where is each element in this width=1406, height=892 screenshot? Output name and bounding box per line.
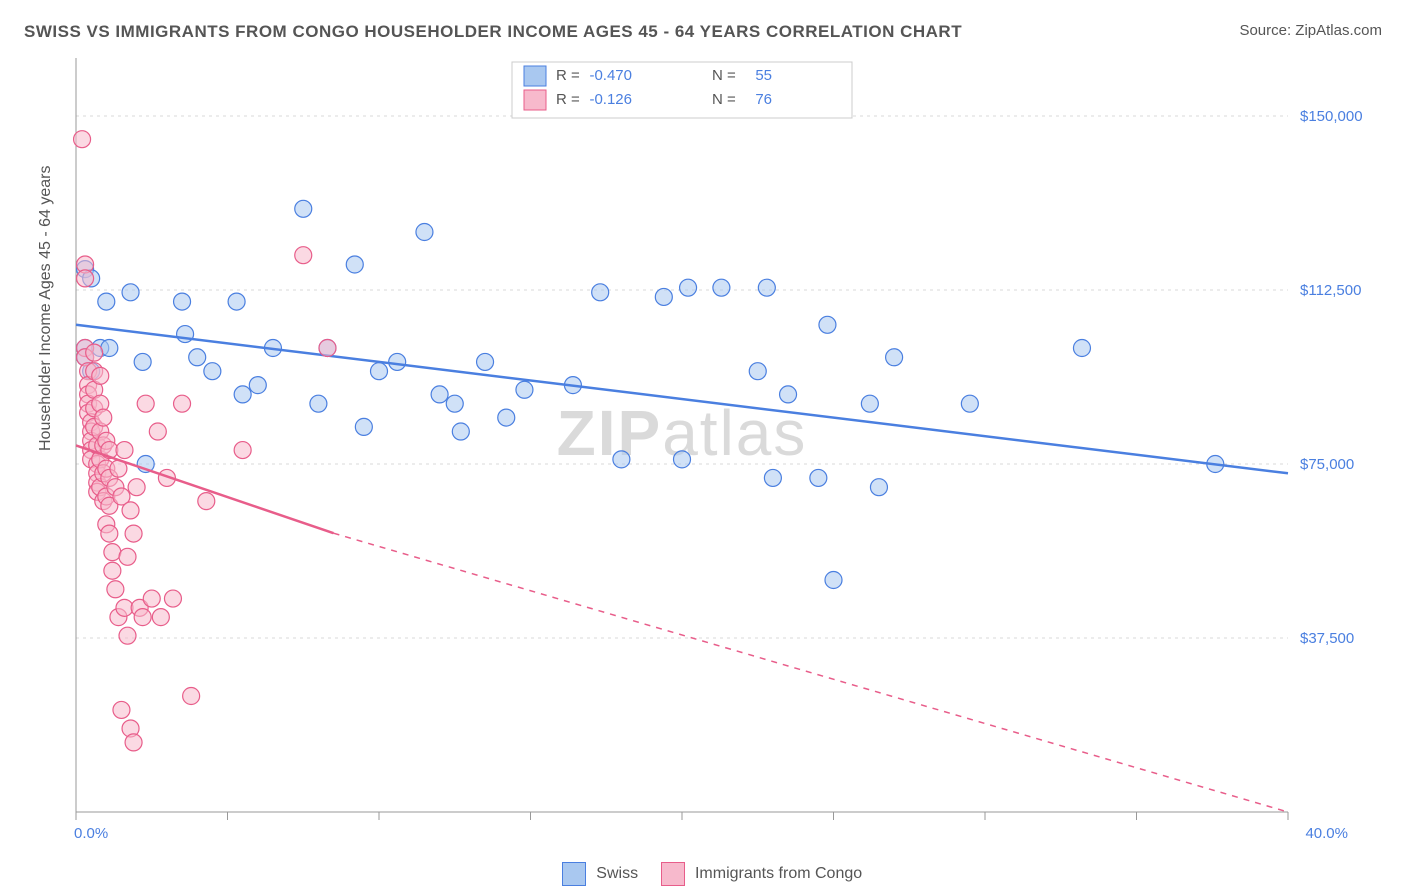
- trend-line-dashed-congo: [334, 533, 1288, 812]
- data-point-swiss: [516, 381, 533, 398]
- data-point-swiss: [234, 386, 251, 403]
- legend-swatch-swiss: [562, 862, 586, 886]
- data-point-congo: [122, 502, 139, 519]
- data-point-congo: [125, 734, 142, 751]
- source-label: Source: ZipAtlas.com: [1239, 22, 1382, 39]
- data-point-swiss: [655, 288, 672, 305]
- data-point-swiss: [446, 395, 463, 412]
- data-point-swiss: [780, 386, 797, 403]
- data-point-swiss: [713, 279, 730, 296]
- data-point-congo: [113, 701, 130, 718]
- data-point-swiss: [416, 224, 433, 241]
- legend-swatch-congo: [661, 862, 685, 886]
- data-point-congo: [152, 609, 169, 626]
- data-point-swiss: [680, 279, 697, 296]
- data-point-congo: [104, 544, 121, 561]
- data-point-congo: [107, 581, 124, 598]
- data-point-swiss: [174, 293, 191, 310]
- data-point-swiss: [101, 340, 118, 357]
- data-point-swiss: [134, 353, 151, 370]
- data-point-congo: [101, 525, 118, 542]
- y-tick-label: $75,000: [1300, 456, 1354, 473]
- legend-r-value-swiss: -0.470: [589, 67, 632, 84]
- y-tick-label: $150,000: [1300, 108, 1363, 125]
- data-point-congo: [128, 479, 145, 496]
- legend-label-swiss: Swiss: [596, 865, 638, 882]
- data-point-swiss: [810, 469, 827, 486]
- data-point-congo: [134, 609, 151, 626]
- chart-title: SWISS VS IMMIGRANTS FROM CONGO HOUSEHOLD…: [24, 22, 962, 42]
- scatter-chart: $37,500$75,000$112,500$150,0000.0%40.0%Z…: [48, 52, 1382, 850]
- data-point-swiss: [819, 316, 836, 333]
- data-point-swiss: [189, 349, 206, 366]
- data-point-swiss: [452, 423, 469, 440]
- data-point-congo: [116, 599, 133, 616]
- legend-n-value-congo: 76: [755, 91, 772, 108]
- x-max-label: 40.0%: [1305, 825, 1348, 842]
- legend-r-label: R =: [556, 91, 580, 108]
- data-point-swiss: [749, 363, 766, 380]
- data-point-swiss: [1073, 340, 1090, 357]
- legend-swatch-swiss: [524, 66, 546, 86]
- data-point-swiss: [477, 353, 494, 370]
- data-point-swiss: [98, 293, 115, 310]
- data-point-congo: [125, 525, 142, 542]
- data-point-congo: [149, 423, 166, 440]
- data-point-congo: [183, 688, 200, 705]
- data-point-swiss: [431, 386, 448, 403]
- data-point-congo: [234, 442, 251, 459]
- data-point-congo: [116, 442, 133, 459]
- data-point-swiss: [228, 293, 245, 310]
- data-point-congo: [104, 562, 121, 579]
- data-point-swiss: [764, 469, 781, 486]
- data-point-swiss: [961, 395, 978, 412]
- data-point-swiss: [371, 363, 388, 380]
- legend-n-label: N =: [712, 67, 736, 84]
- data-point-swiss: [204, 363, 221, 380]
- data-point-swiss: [861, 395, 878, 412]
- data-point-swiss: [758, 279, 775, 296]
- data-point-congo: [143, 590, 160, 607]
- y-tick-label: $112,500: [1300, 282, 1361, 299]
- data-point-congo: [86, 344, 103, 361]
- y-tick-label: $37,500: [1300, 630, 1354, 647]
- data-point-swiss: [346, 256, 363, 273]
- data-point-congo: [95, 409, 112, 426]
- legend-n-label: N =: [712, 91, 736, 108]
- legend-r-label: R =: [556, 67, 580, 84]
- data-point-swiss: [498, 409, 515, 426]
- data-point-congo: [77, 270, 94, 287]
- data-point-swiss: [122, 284, 139, 301]
- legend-bottom: Swiss Immigrants from Congo: [0, 862, 1406, 886]
- y-axis-label: Householder Income Ages 45 - 64 years: [37, 166, 55, 452]
- legend-swatch-congo: [524, 90, 546, 110]
- plot-area: Householder Income Ages 45 - 64 years $3…: [48, 52, 1382, 850]
- legend-r-value-congo: -0.126: [589, 91, 632, 108]
- data-point-congo: [295, 247, 312, 264]
- data-point-congo: [137, 395, 154, 412]
- data-point-congo: [119, 627, 136, 644]
- data-point-swiss: [870, 479, 887, 496]
- data-point-congo: [92, 367, 109, 384]
- data-point-congo: [174, 395, 191, 412]
- data-point-swiss: [592, 284, 609, 301]
- data-point-congo: [198, 493, 215, 510]
- data-point-swiss: [355, 418, 372, 435]
- data-point-congo: [164, 590, 181, 607]
- data-point-swiss: [825, 572, 842, 589]
- data-point-congo: [119, 548, 136, 565]
- data-point-swiss: [674, 451, 691, 468]
- data-point-swiss: [389, 353, 406, 370]
- data-point-congo: [74, 131, 91, 148]
- data-point-congo: [319, 340, 336, 357]
- legend-label-congo: Immigrants from Congo: [695, 865, 862, 882]
- data-point-swiss: [886, 349, 903, 366]
- data-point-swiss: [295, 200, 312, 217]
- data-point-swiss: [613, 451, 630, 468]
- legend-n-value-swiss: 55: [755, 67, 772, 84]
- data-point-swiss: [310, 395, 327, 412]
- x-min-label: 0.0%: [74, 825, 108, 842]
- data-point-swiss: [249, 377, 266, 394]
